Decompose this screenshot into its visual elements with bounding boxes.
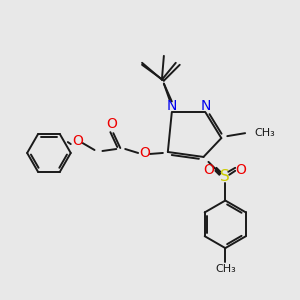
Text: O: O [203, 163, 214, 177]
Text: N: N [200, 99, 211, 113]
Text: O: O [236, 163, 247, 177]
Text: CH₃: CH₃ [254, 128, 275, 138]
Text: O: O [106, 117, 117, 131]
Text: S: S [220, 169, 230, 184]
Text: N: N [167, 99, 177, 113]
Text: CH₃: CH₃ [215, 264, 236, 274]
Text: O: O [140, 146, 151, 160]
Text: O: O [72, 134, 83, 148]
